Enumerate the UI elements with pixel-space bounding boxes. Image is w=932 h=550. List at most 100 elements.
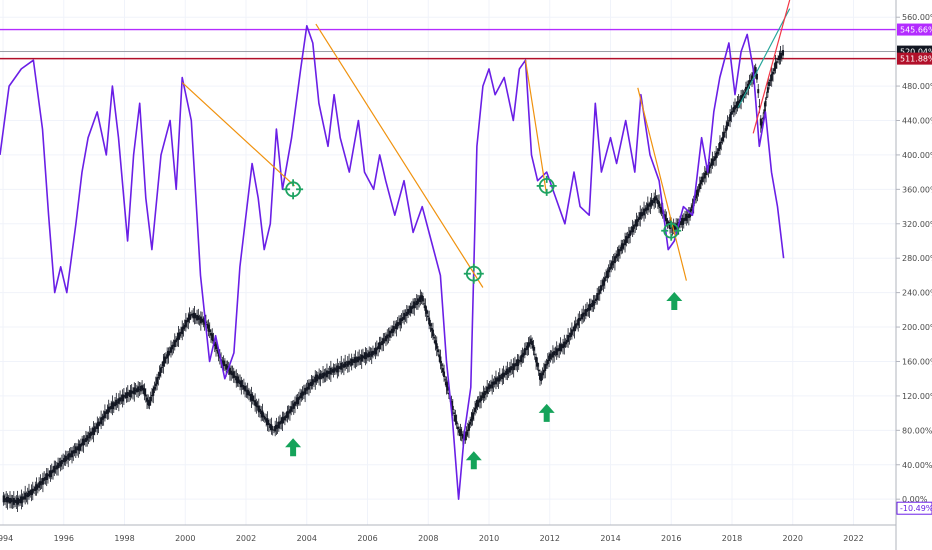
candle-body <box>391 328 394 333</box>
candle-body <box>528 343 531 345</box>
candle-body <box>472 412 475 414</box>
candle-body <box>301 391 304 396</box>
candle-body <box>353 358 356 364</box>
candle-body <box>424 305 427 311</box>
candle-body <box>732 106 735 113</box>
candle-body <box>162 360 165 367</box>
candle-body <box>40 481 43 483</box>
candle-body <box>451 405 454 411</box>
candle-body <box>562 344 565 349</box>
candle-body <box>446 386 449 391</box>
candle-body <box>567 335 570 342</box>
candle-body <box>443 371 446 378</box>
candle-body <box>296 397 299 405</box>
candle-body <box>302 391 305 394</box>
candle-body <box>158 372 161 377</box>
candle-body <box>698 183 701 189</box>
candle-body <box>630 231 633 233</box>
candle-body <box>283 416 286 421</box>
candle-body <box>533 353 536 355</box>
candle-body <box>154 383 157 387</box>
candle-body <box>639 212 642 220</box>
candle-body <box>700 180 703 185</box>
candle-body <box>743 92 746 95</box>
candle-body <box>410 306 413 310</box>
x-tick-label: 2010 <box>479 534 499 543</box>
candle-body <box>464 434 467 441</box>
candle-body <box>502 372 505 377</box>
candle-body <box>319 373 322 379</box>
candle-body <box>163 356 166 364</box>
candle-body <box>87 436 90 438</box>
candle-body <box>563 341 566 348</box>
x-tick-label: 1996 <box>54 534 74 543</box>
candle-body <box>526 345 529 350</box>
candle-body <box>429 323 432 327</box>
candle-body <box>622 244 625 246</box>
candle-body <box>125 392 128 399</box>
candle-body <box>312 380 315 382</box>
candle-body <box>527 342 530 348</box>
candle-body <box>418 300 421 302</box>
candle-body <box>110 405 113 409</box>
candle-body <box>320 375 323 377</box>
candle-body <box>409 306 412 314</box>
candle-body <box>221 360 224 365</box>
x-tick-label: 2014 <box>600 534 620 543</box>
candle-body <box>401 317 404 320</box>
candle-body <box>394 327 397 329</box>
candle-body <box>564 341 567 345</box>
candle-body <box>251 395 254 402</box>
candle-body <box>643 208 646 216</box>
candle-body <box>506 368 509 375</box>
candle-body <box>34 486 37 491</box>
candle-body <box>97 421 100 426</box>
candle-body <box>228 367 231 375</box>
candle-body <box>29 492 32 494</box>
candle-body <box>230 370 233 374</box>
candle-body <box>646 203 649 211</box>
y-tick-label: 360.00% <box>902 185 932 194</box>
y-tick-label: 200.00% <box>902 323 932 332</box>
candle-body <box>386 334 389 339</box>
candle-body <box>199 316 202 324</box>
candle-body <box>341 365 344 367</box>
candle-body <box>744 86 747 94</box>
candle-body <box>478 398 481 403</box>
candle-body <box>14 499 17 503</box>
candle-body <box>213 341 216 347</box>
candle-body <box>354 357 357 363</box>
candle-body <box>445 381 448 388</box>
candle-body <box>379 343 382 346</box>
candle-body <box>38 482 41 488</box>
candle-body <box>161 366 164 368</box>
candle-body <box>329 367 332 375</box>
candle-body <box>316 376 319 379</box>
candle-body <box>116 401 119 403</box>
candle-body <box>197 315 200 320</box>
candle-body <box>115 399 118 406</box>
candle-body <box>342 363 345 368</box>
candle-body <box>508 367 511 373</box>
y-tick-label: 440.00% <box>902 116 932 125</box>
candle-body <box>96 423 99 429</box>
candle-body <box>188 314 191 320</box>
candle-body <box>710 163 713 167</box>
candle-body <box>133 387 136 395</box>
candle-body <box>635 219 638 227</box>
candle-body <box>358 356 361 361</box>
candle-body <box>194 316 197 318</box>
candle-body <box>439 356 442 364</box>
candle-body <box>586 309 589 312</box>
candle-body <box>54 467 57 469</box>
candle-body <box>368 351 371 358</box>
candle-body <box>258 408 261 412</box>
candle-body <box>306 386 309 390</box>
up-arrow-icon <box>285 438 302 457</box>
candle-body <box>242 385 245 390</box>
candle-body <box>413 301 416 309</box>
candle-body <box>703 172 706 179</box>
candle-body <box>189 315 192 317</box>
candle-body <box>232 371 235 379</box>
